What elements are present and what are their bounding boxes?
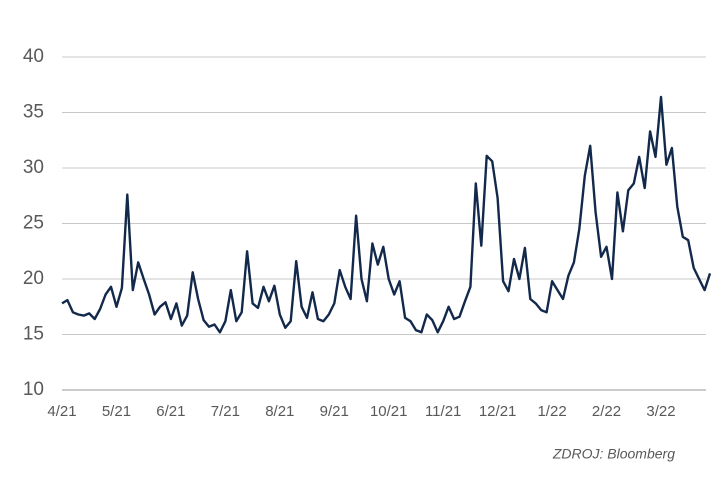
x-tick-label: 11/21 — [425, 403, 461, 420]
x-tick-label: 6/21 — [156, 403, 185, 420]
x-tick-label: 10/21 — [370, 403, 408, 420]
y-tick-label: 30 — [23, 157, 44, 178]
source-note: ZDROJ: Bloomberg — [552, 446, 675, 462]
x-tick-label: 9/21 — [320, 403, 349, 420]
x-tick-label: 7/21 — [211, 403, 240, 420]
x-tick-label: 4/21 — [47, 403, 76, 420]
y-tick-label: 10 — [23, 379, 44, 400]
x-tick-label: 3/22 — [646, 403, 675, 420]
x-tick-label: 1/22 — [537, 403, 566, 420]
x-tick-label: 2/22 — [592, 403, 621, 420]
x-tick-label: 12/21 — [479, 403, 517, 420]
data-line — [61, 95, 712, 334]
x-tick-label: 5/21 — [102, 403, 131, 420]
y-tick-label: 40 — [23, 46, 44, 67]
x-tick-label: 8/21 — [265, 403, 294, 420]
y-tick-label: 25 — [23, 213, 44, 234]
y-tick-label: 20 — [23, 268, 44, 289]
y-tick-label: 35 — [23, 102, 44, 123]
y-tick-label: 15 — [23, 324, 44, 345]
